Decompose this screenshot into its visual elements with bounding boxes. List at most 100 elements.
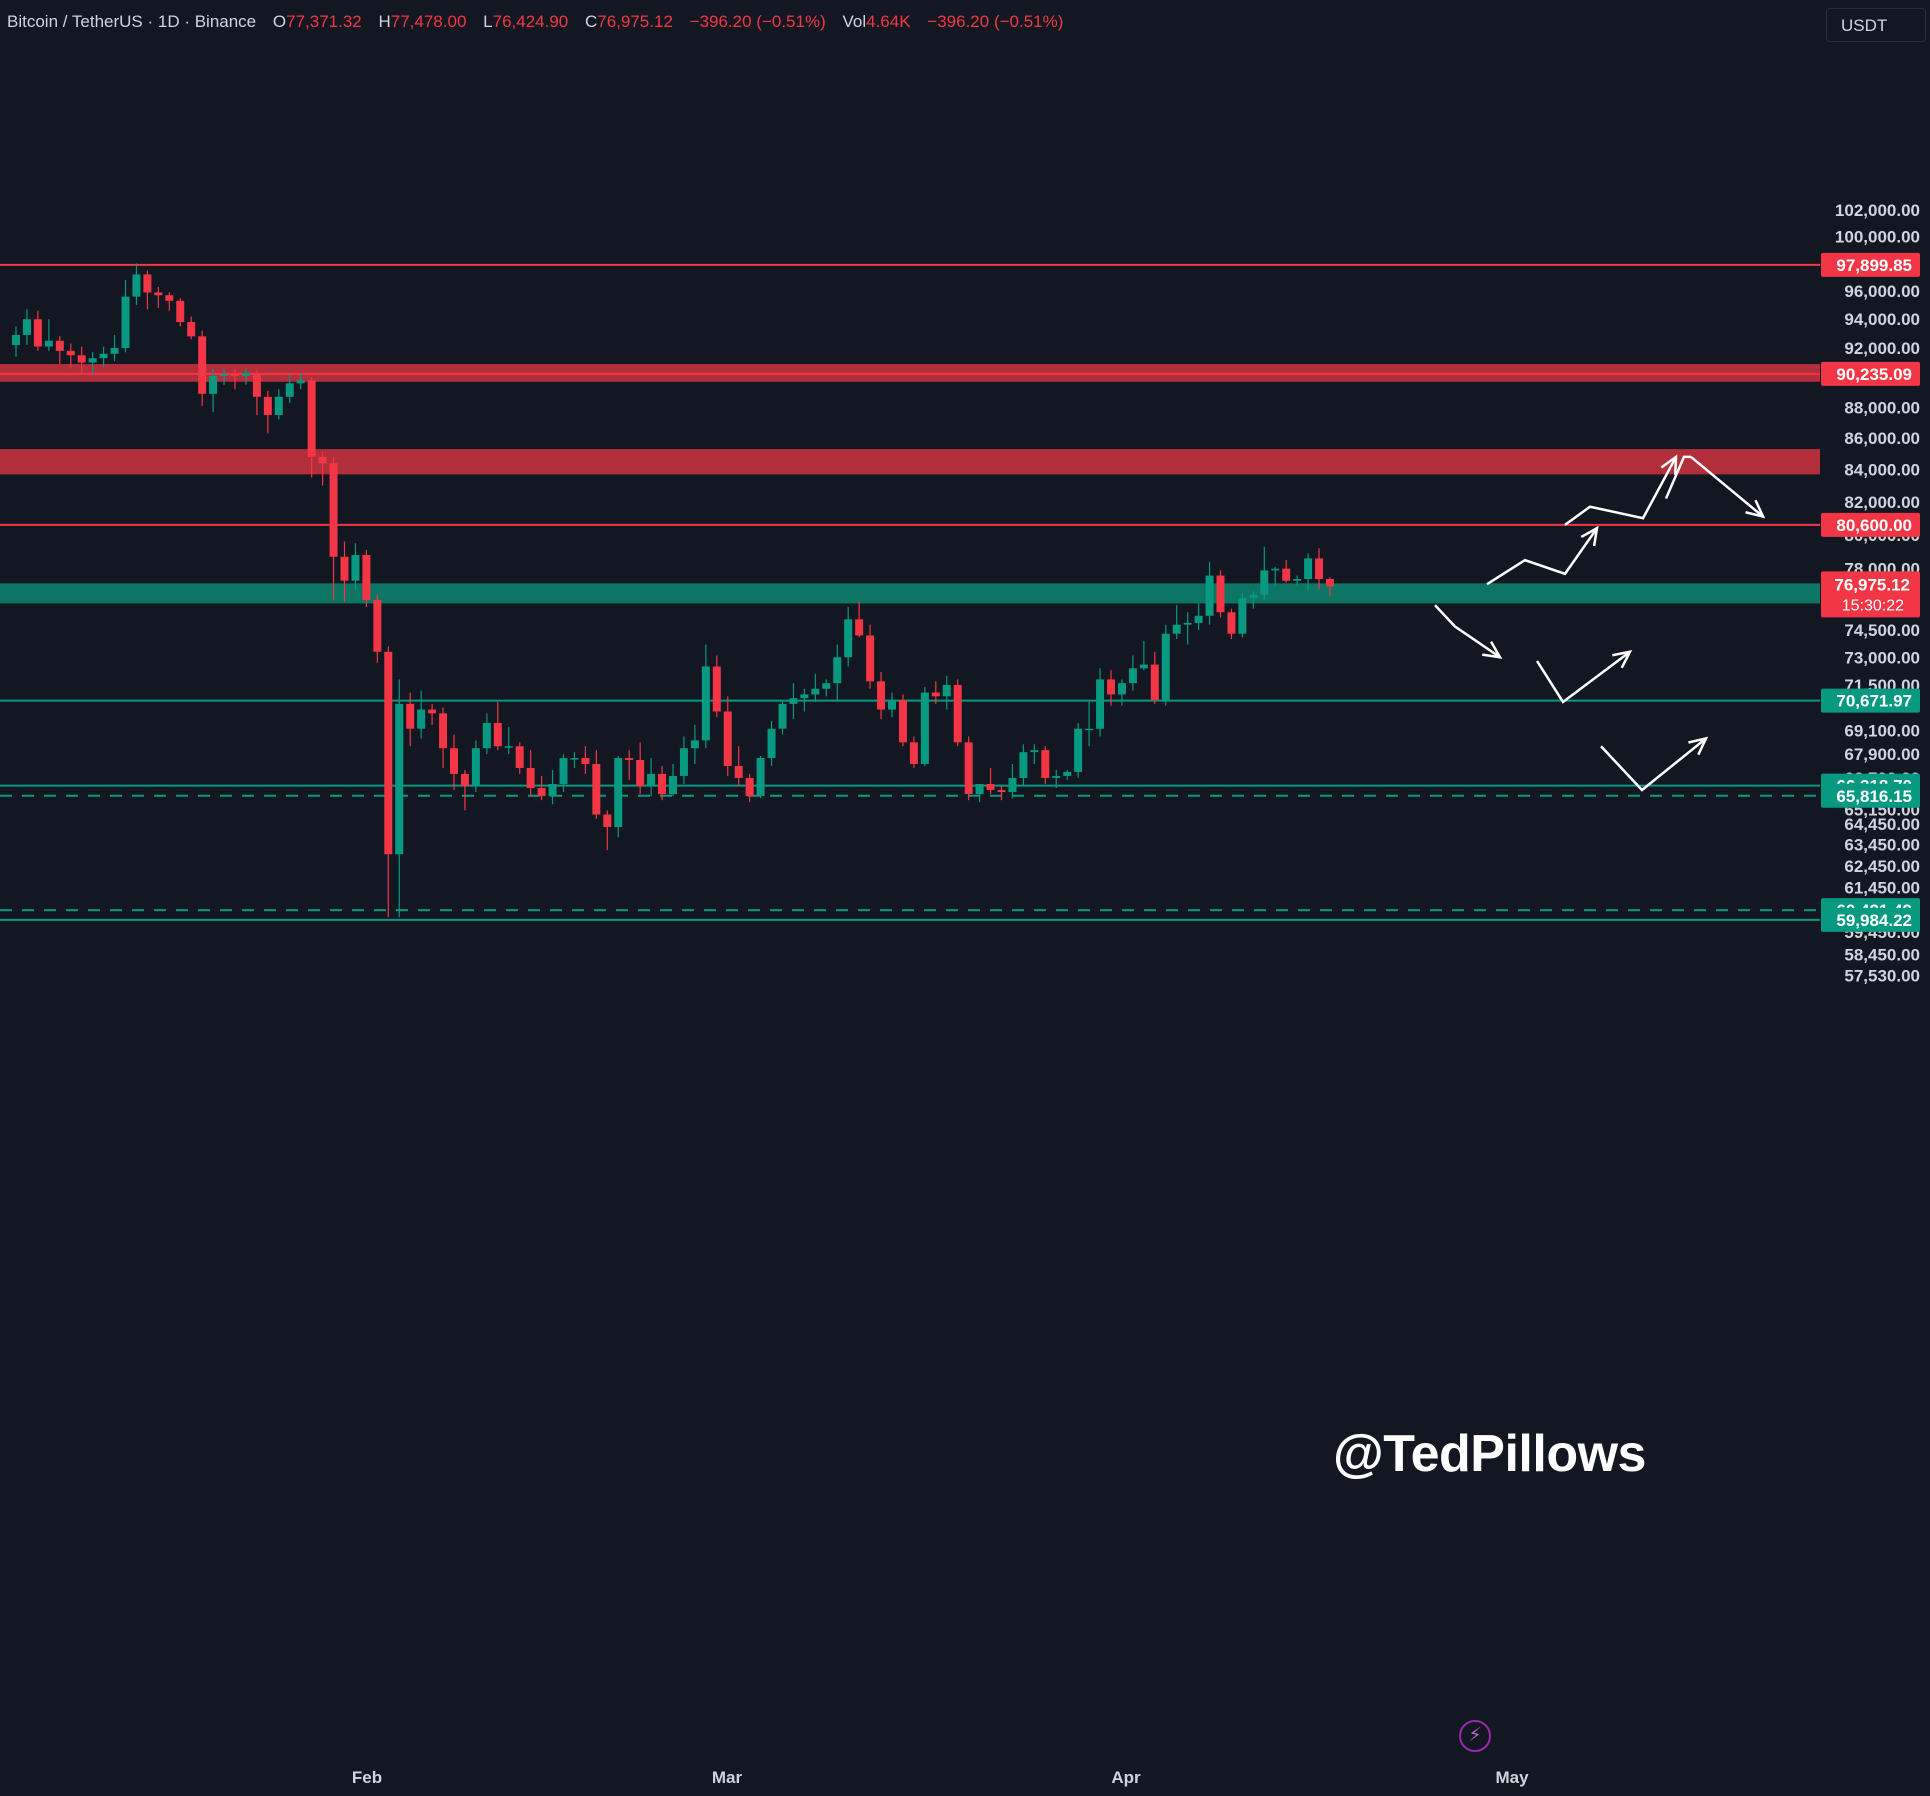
candle-body [373,599,382,652]
candle-body [1271,568,1280,571]
candle-body [625,758,634,761]
candle-body [263,396,272,416]
candle-body [88,358,97,363]
candle-body [1238,598,1247,634]
candle-body [1085,728,1094,731]
resistance-zone [0,449,1820,475]
open-value: 77,371.32 [286,12,362,31]
x-tick-label: Mar [712,1768,743,1787]
y-tick-label: 102,000.00 [1835,201,1920,220]
candle-body [329,463,338,557]
y-tick-label: 67,900.00 [1844,745,1920,764]
candle-body [428,709,437,714]
candle-body [417,709,426,729]
candle-body [143,274,152,293]
scenario-arrow [1434,604,1501,659]
candle-body [537,788,546,797]
candle-body [614,758,623,827]
candle-body [877,681,886,710]
candle-body [559,758,568,784]
candle-body [1172,624,1181,634]
candle-body [1030,750,1039,753]
candle-body [734,765,743,778]
candle-body [187,322,196,337]
y-tick-label: 92,000.00 [1844,339,1920,358]
y-tick-label: 69,100.00 [1844,722,1920,741]
candle-body [669,775,677,795]
candle-body [975,783,984,795]
candle-body [942,685,951,697]
low-value: 76,424.90 [492,12,569,31]
candle-body [165,295,174,301]
price-badge-label: 70,671.97 [1836,692,1912,711]
candle-body [526,767,535,789]
candle-body [1194,615,1203,623]
y-tick-label: 96,000.00 [1844,282,1920,301]
arrow-head [1580,525,1599,547]
price-badge [1821,688,1920,713]
candle-body [1304,558,1313,580]
price-badge [1821,252,1920,277]
open-label: O [272,12,287,31]
high-label: H [378,12,391,31]
candle-body [1150,664,1159,701]
candle-body [296,380,305,384]
candle-body [723,711,732,766]
candle-body [66,350,75,356]
candle-body [384,651,393,855]
candle-body [548,783,557,797]
candle-body [789,698,798,704]
candle-body [351,555,360,581]
candle-body [176,300,185,323]
candle-body [99,353,108,359]
candle-body [1117,683,1126,695]
symbol-name[interactable]: Bitcoin / TetherUS · 1D · Binance [7,12,257,31]
candle-body [1128,668,1137,684]
candle-body [1205,575,1214,616]
candle-body [953,685,962,743]
candle-body [209,375,218,394]
candle-body [701,666,710,741]
y-tick-label: 86,000.00 [1844,429,1920,448]
y-tick-label: 57,530.00 [1844,967,1920,986]
scenario-arrow [1664,455,1691,500]
candle-body [658,773,667,795]
candle-body [231,374,239,376]
candle-body [1074,728,1083,772]
candle-body [1216,575,1225,613]
candle-body [33,319,42,347]
candle-body [822,683,831,689]
candle-body [121,296,130,348]
candle-body [909,742,918,764]
price-badge-label: 97,899.85 [1836,256,1912,275]
y-tick-label: 63,450.00 [1844,836,1920,855]
candle-body [1227,612,1236,634]
candle-body [1326,579,1334,587]
price-badge-label: 80,600.00 [1836,516,1912,535]
volume-change-value: −396.20 (−0.51%) [927,12,1064,31]
y-tick-label: 74,500.00 [1844,621,1920,640]
high-value: 77,478.00 [390,12,467,31]
y-tick-label: 73,000.00 [1844,648,1920,667]
candle-body [1282,568,1291,581]
candle-body [307,380,316,457]
candle-body [395,703,404,855]
volume-label: Vol [842,12,867,31]
candle-body [439,713,448,749]
candle-body [110,347,119,354]
candle-body [1096,679,1105,729]
candle-body [833,657,842,684]
currency-button[interactable]: USDT [1826,8,1926,42]
arrow-head [1745,499,1766,519]
candle-body [340,556,349,581]
y-tick-label: 64,450.00 [1844,815,1920,834]
lightning-bolt-icon[interactable]: ⚡ [1459,1720,1491,1752]
candle-body [767,728,776,759]
arrow-head [1660,454,1678,475]
candle-body [252,372,261,397]
author-watermark: @TedPillows [1333,1425,1646,1483]
candle-body [866,635,875,682]
candle-body [920,692,929,764]
y-tick-label: 94,000.00 [1844,310,1920,329]
